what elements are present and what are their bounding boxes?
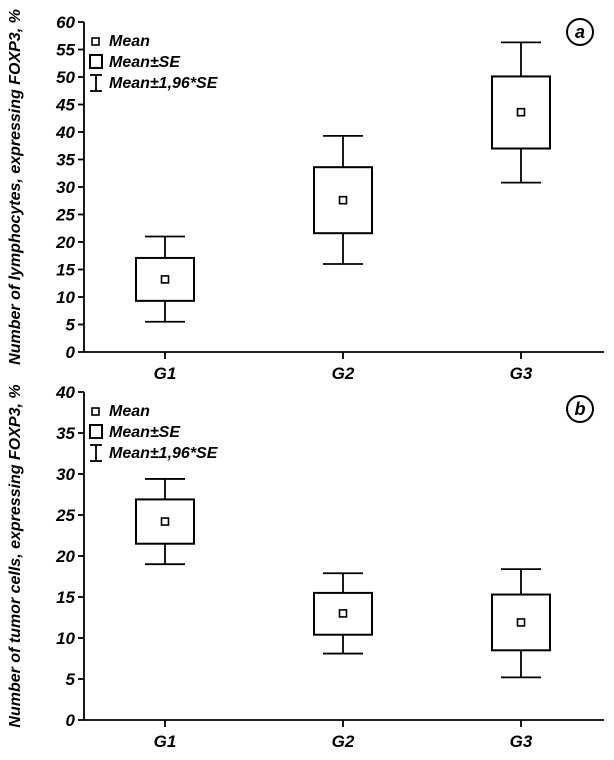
y-tick-label: 0 — [66, 343, 76, 362]
legend-label: Mean±SE — [109, 424, 181, 441]
panel-label-circle — [566, 18, 594, 46]
mean-point — [338, 609, 348, 618]
y-axis-title: Number of tumor cells, expressing FOXP3,… — [7, 384, 24, 727]
y-tick-label: 45 — [55, 96, 75, 115]
category-label: G3 — [510, 364, 533, 383]
y-tick-label: 60 — [56, 13, 75, 32]
y-tick-label: 20 — [55, 547, 75, 566]
mean-point — [516, 107, 526, 117]
category-label: G1 — [154, 732, 177, 751]
chart-panel-a: 0 5 10 15 20 25 30 35 40 45 50 55 60 Number of lympho… — [7, 9, 604, 383]
legend-se-box — [89, 54, 103, 69]
y-axis-title: Number of lymphocytes, expressing FOXP3,… — [7, 9, 24, 365]
y-tick-label: 10 — [56, 629, 75, 648]
legend-label: Mean — [109, 33, 150, 50]
y-tick-label: 35 — [56, 151, 75, 170]
y-tick-label: 0 — [66, 711, 76, 730]
panel-label: a — [575, 22, 585, 42]
category-label: G2 — [332, 364, 355, 383]
mean-point — [338, 195, 348, 205]
panel-label: b — [575, 399, 586, 419]
y-tick-label: 20 — [55, 233, 75, 252]
y-tick-label: 25 — [55, 206, 75, 225]
mean-point — [516, 618, 526, 627]
y-tick-label: 35 — [56, 424, 75, 443]
y-tick-label: 15 — [56, 588, 75, 607]
mean-point — [160, 517, 170, 526]
y-tick-label: 30 — [56, 465, 75, 484]
legend-se-box — [89, 424, 103, 439]
category-label: G3 — [510, 732, 533, 751]
legend-label: Mean±1,96*SE — [109, 75, 219, 92]
legend-mean-marker — [91, 407, 100, 416]
legend-label: Mean±1,96*SE — [109, 445, 219, 462]
chart-panel-b: 0 5 10 15 20 25 30 35 40 Number of tumor cells, e… — [7, 383, 604, 751]
y-tick-label: 40 — [55, 123, 75, 142]
panel-label-circle — [566, 395, 594, 423]
y-tick-label: 40 — [55, 383, 75, 402]
y-tick-label: 30 — [56, 178, 75, 197]
y-tick-label: 50 — [56, 68, 75, 87]
y-tick-label: 10 — [56, 288, 75, 307]
category-label: G2 — [332, 732, 355, 751]
y-tick-label: 15 — [56, 261, 75, 280]
category-label: G1 — [154, 364, 177, 383]
y-tick-label: 25 — [55, 506, 75, 525]
y-tick-label: 5 — [66, 316, 76, 335]
y-tick-label: 55 — [56, 41, 75, 60]
legend-label: Mean±SE — [109, 54, 181, 71]
y-tick-label: 5 — [66, 670, 76, 689]
mean-point — [160, 275, 170, 284]
legend-mean-marker — [91, 37, 100, 46]
legend-label: Mean — [109, 403, 150, 420]
